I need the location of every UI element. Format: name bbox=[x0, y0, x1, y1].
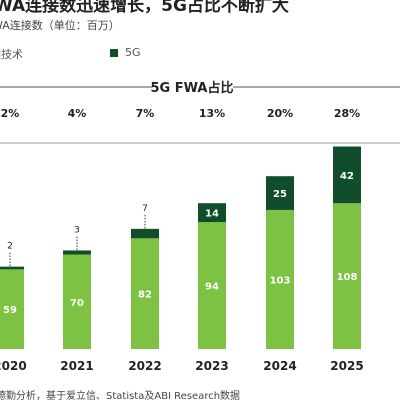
value-label-other-2022: 82 bbox=[138, 290, 152, 301]
bar-other-2025 bbox=[333, 203, 361, 349]
bar-other-2020 bbox=[0, 269, 24, 349]
value-label-other-2024: 103 bbox=[270, 275, 291, 286]
legend-label-5g: 5G bbox=[125, 46, 141, 59]
bar-other-2021 bbox=[63, 254, 91, 349]
value-label-5g-2024: 25 bbox=[273, 189, 287, 200]
legend-item-other: 频技术 bbox=[0, 46, 23, 62]
value-label-5g-2021: 3 bbox=[74, 225, 80, 235]
x-tick-label-2022: 2022 bbox=[128, 359, 161, 373]
share-label-2024: 20% bbox=[267, 107, 293, 120]
chart-title: WA连接数迅速增长，5G占比不断扩大 bbox=[0, 0, 289, 16]
value-label-5g-2025: 42 bbox=[340, 171, 354, 182]
value-label-5g-2022: 7 bbox=[142, 204, 148, 214]
share-label-2023: 13% bbox=[199, 107, 225, 120]
x-tick-label-2021: 2021 bbox=[60, 359, 93, 373]
value-label-other-2021: 70 bbox=[70, 298, 84, 309]
legend-item-5g: 5G bbox=[110, 46, 141, 59]
value-label-other-2025: 108 bbox=[337, 272, 358, 283]
share-title: 5G FWA占比 bbox=[151, 80, 234, 96]
bar-5g-2021 bbox=[63, 250, 91, 255]
x-tick-label-2024: 2024 bbox=[263, 359, 296, 373]
share-row: 2% 4% 7% 13% 20% 28% bbox=[1, 107, 361, 120]
share-label-2025: 28% bbox=[334, 107, 360, 120]
source-note: 德勤分析，基于爱立信、Statista及ABI Research数据 bbox=[0, 391, 241, 402]
share-header: 5G FWA占比 bbox=[0, 80, 400, 96]
bar-other-2024 bbox=[266, 209, 294, 349]
bar-5g-2022 bbox=[131, 228, 159, 239]
bar-5g-2025 bbox=[333, 146, 361, 204]
value-label-5g-2020: 2 bbox=[7, 242, 13, 252]
bars-group: 59 2 70 3 82 7 94 14 103 25 108 42 bbox=[0, 146, 361, 349]
value-label-other-2023: 94 bbox=[205, 282, 219, 293]
x-tick-label-2023: 2023 bbox=[195, 359, 228, 373]
bar-other-2023 bbox=[198, 222, 226, 349]
share-label-2021: 4% bbox=[68, 107, 87, 120]
bar-5g-2024 bbox=[266, 176, 294, 210]
share-label-2020: 2% bbox=[1, 107, 20, 120]
chart-subtitle: WA连接数（单位：百万） bbox=[0, 19, 120, 32]
bar-5g-2023 bbox=[198, 203, 226, 223]
legend-label-other: 频技术 bbox=[0, 48, 23, 61]
value-label-5g-2023: 14 bbox=[205, 209, 219, 220]
bar-5g-2020 bbox=[0, 266, 24, 270]
value-label-other-2020: 59 bbox=[3, 305, 17, 316]
bar-other-2022 bbox=[131, 238, 159, 349]
share-label-2022: 7% bbox=[136, 107, 155, 120]
x-tick-label-2025: 2025 bbox=[330, 359, 363, 373]
legend-swatch-5g bbox=[110, 48, 118, 57]
